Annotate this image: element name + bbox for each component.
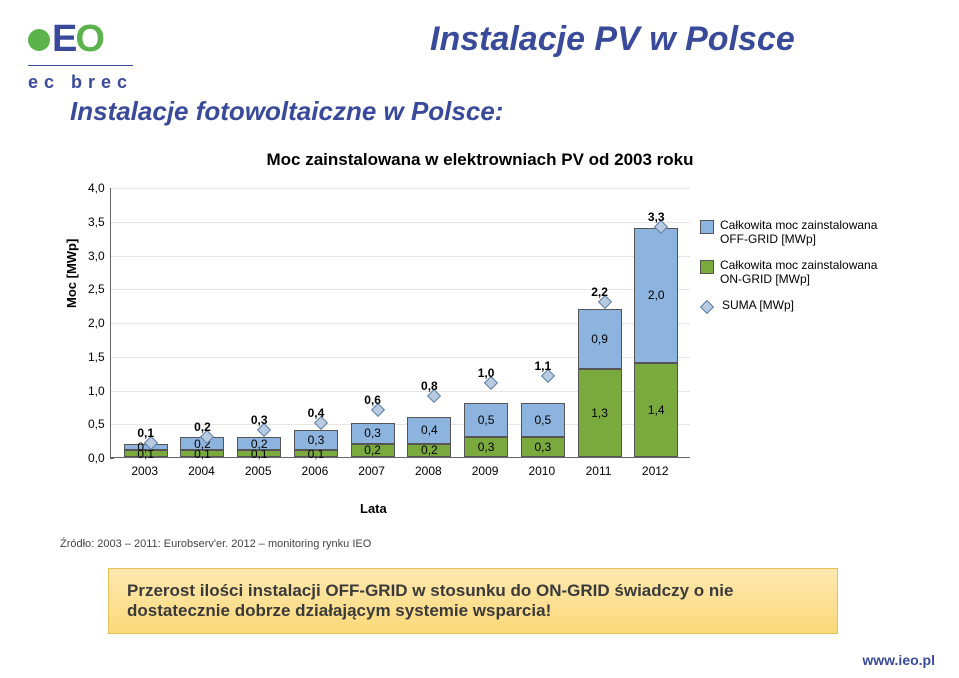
y-axis-label: Moc [MWp]: [64, 239, 79, 308]
logo-letter-o: O: [75, 18, 103, 60]
suma-label: 0,6: [351, 393, 395, 407]
suma-label: 1,0: [464, 366, 508, 380]
legend-label: Całkowita moc zainstalowana ON-GRID [MWp…: [720, 258, 900, 286]
bar-value-label: 2,0: [635, 288, 677, 302]
bar-off-grid: 2,0: [634, 228, 678, 363]
suma-label: 0,4: [294, 406, 338, 420]
bar-value-label: 1,3: [579, 406, 621, 420]
ieo-logo: EO ec brec: [28, 18, 133, 93]
chart-title: Moc zainstalowana w elektrowniach PV od …: [60, 150, 900, 170]
legend-swatch-icon: [700, 220, 714, 234]
bar-off-grid: 0,4: [407, 417, 451, 444]
y-tick: 0,5: [88, 417, 105, 431]
callout-box: Przerost ilości instalacji OFF-GRID w st…: [108, 568, 838, 634]
bar-value-label: 0,5: [522, 413, 564, 427]
bar-off-grid: 0,3: [351, 423, 395, 443]
bar-off-grid: 0,3: [294, 430, 338, 450]
y-tick: 0,0: [88, 451, 105, 465]
bar-on-grid: 0,1: [180, 450, 224, 457]
y-tick: 3,5: [88, 215, 105, 229]
legend-diamond-icon: [700, 300, 714, 314]
bar-on-grid: 0,1: [237, 450, 281, 457]
legend-item: SUMA [MWp]: [700, 298, 900, 312]
legend-label: Całkowita moc zainstalowana OFF-GRID [MW…: [720, 218, 900, 246]
legend-swatch-icon: [700, 260, 714, 274]
bar-value-label: 0,3: [522, 440, 564, 454]
bar-off-grid: 0,5: [464, 403, 508, 437]
bar-value-label: 0,3: [465, 440, 507, 454]
chart-plot-area: Moc [MWp] 0,0 0,5 1,0 1,5 2,0 2,5 3,0 3,5 4,0 0,…: [60, 178, 900, 508]
page-subtitle: Instalacje fotowoltaiczne w Polsce:: [70, 96, 503, 127]
x-axis-label: Lata: [360, 501, 387, 516]
bar-value-label: 0,2: [352, 443, 394, 457]
bar-value-label: 0,3: [295, 433, 337, 447]
bar-on-grid: 0,3: [521, 437, 565, 457]
y-tick: 2,5: [88, 282, 105, 296]
suma-label: 0,3: [237, 413, 281, 427]
logo-main: EO: [28, 18, 133, 61]
y-tick: 3,0: [88, 249, 105, 263]
logo-dot-icon: [28, 29, 50, 51]
bar-value-label: 0,2: [238, 437, 280, 451]
site-url: www.ieo.pl: [862, 652, 935, 668]
y-tick: 1,0: [88, 384, 105, 398]
y-tick: 1,5: [88, 350, 105, 364]
bar-value-label: 0,9: [579, 332, 621, 346]
bar-value-label: 1,4: [635, 403, 677, 417]
bar-value-label: 0,3: [352, 426, 394, 440]
suma-label: 3,3: [634, 210, 678, 224]
plot-region: 0,10,10,10,10,20,20,10,20,30,10,30,40,20…: [110, 188, 690, 458]
bar-off-grid: 0,2: [237, 437, 281, 451]
logo-subtitle: ec brec: [28, 65, 133, 93]
suma-label: 1,1: [521, 359, 565, 373]
bar-on-grid: 0,2: [351, 444, 395, 458]
page-title: Instalacje PV w Polsce: [430, 20, 795, 59]
suma-label: 0,2: [180, 420, 224, 434]
bar-on-grid: 0,1: [294, 450, 338, 457]
bar-off-grid: 0,9: [578, 309, 622, 370]
bar-on-grid: 0,3: [464, 437, 508, 457]
suma-label: 2,2: [578, 285, 622, 299]
bar-on-grid: 1,4: [634, 363, 678, 458]
legend-item: Całkowita moc zainstalowana ON-GRID [MWp…: [700, 258, 900, 286]
bar-off-grid: 0,5: [521, 403, 565, 437]
source-text: Źródło: 2003 – 2011: Eurobserv'er. 2012 …: [60, 538, 371, 550]
chart-legend: Całkowita moc zainstalowana OFF-GRID [MW…: [700, 218, 900, 324]
logo-letter-e: E: [52, 18, 75, 60]
y-tick: 2,0: [88, 316, 105, 330]
suma-label: 0,8: [407, 379, 451, 393]
y-tick: 4,0: [88, 181, 105, 195]
bar-value-label: 0,5: [465, 413, 507, 427]
legend-label: SUMA [MWp]: [722, 298, 794, 312]
bar-on-grid: 0,2: [407, 444, 451, 458]
bar-on-grid: 1,3: [578, 369, 622, 457]
legend-item: Całkowita moc zainstalowana OFF-GRID [MW…: [700, 218, 900, 246]
bar-value-label: 0,2: [408, 443, 450, 457]
suma-label: 0,1: [124, 426, 168, 440]
pv-chart: Moc zainstalowana w elektrowniach PV od …: [60, 150, 900, 530]
bar-value-label: 0,4: [408, 423, 450, 437]
